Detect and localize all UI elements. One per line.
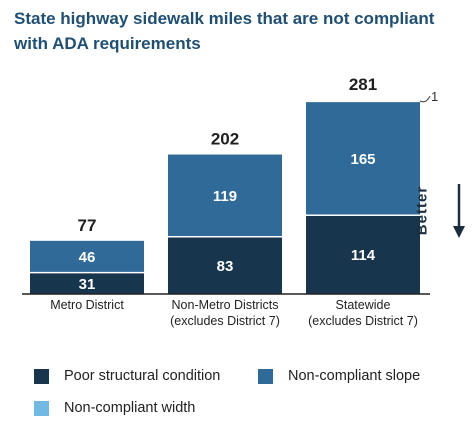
category-label-statewide: Statewide: [336, 298, 391, 312]
bar-metro-district-segment-1: [30, 240, 144, 273]
total-label-statewide: 281: [349, 75, 377, 94]
annotation-non-compliant-width-value: 1: [431, 89, 438, 104]
bar-statewide-segment-0: [306, 215, 420, 294]
total-label-non-metro-districts: 202: [211, 130, 239, 149]
category-label-non-metro-districts: Non-Metro Districts: [172, 298, 279, 312]
data-label-metro-district-segment-1: 46: [79, 249, 96, 266]
category-label-statewide-line-2: (excludes District 7): [308, 314, 418, 328]
annotation-leader-line: [419, 95, 431, 103]
data-label-statewide-segment-1: 165: [350, 151, 375, 168]
total-label-metro-district: 77: [78, 216, 97, 235]
chart-title-line-2: with ADA requirements: [14, 34, 201, 53]
bar-statewide-segment-1: [306, 101, 420, 216]
down-arrow-icon: [453, 184, 465, 238]
category-label-metro-district: Metro District: [50, 298, 124, 312]
bar-non-metro-districts-segment-0: [168, 236, 282, 294]
data-label-statewide-segment-0: 114: [351, 247, 376, 264]
bar-metro-district-segment-0: [30, 272, 144, 294]
chart-title-line-1: State highway sidewalk miles that are no…: [14, 9, 435, 28]
better-indicator: Better: [395, 180, 474, 240]
category-label-non-metro-districts-line-2: (excludes District 7): [170, 314, 280, 328]
chart-title: State highway sidewalk miles that are no…: [14, 6, 464, 56]
data-label-metro-district-segment-0: 31: [79, 276, 96, 293]
bar-non-metro-districts-segment-1: [168, 154, 282, 237]
data-label-non-metro-districts-segment-1: 119: [213, 188, 237, 205]
data-label-non-metro-districts-segment-0: 83: [217, 258, 234, 275]
better-label: Better: [413, 185, 431, 236]
